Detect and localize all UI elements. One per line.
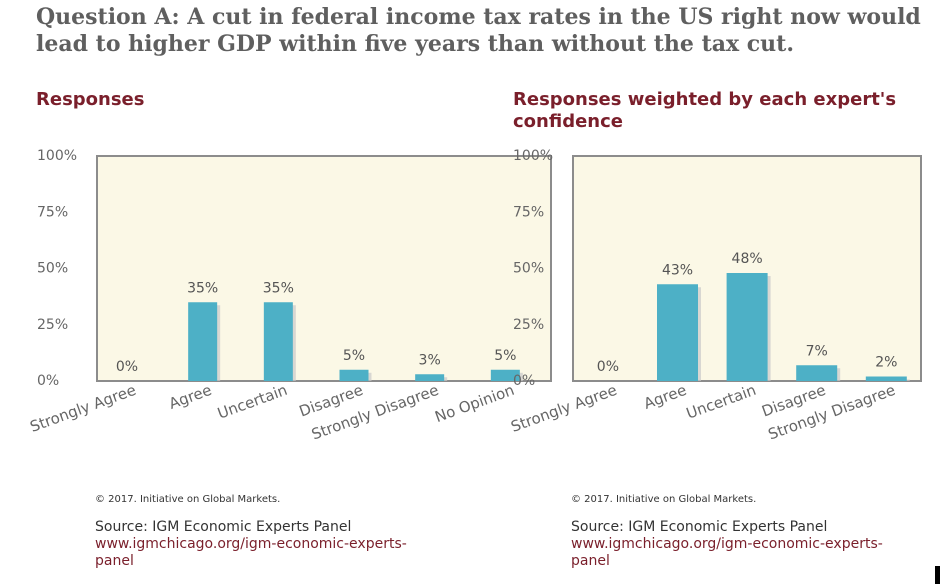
chart-1-plot-area [96,155,552,382]
chart-2-y-tick-label: 100% [513,148,553,164]
chart-1-category-label: Strongly Agree [28,381,139,436]
chart-1-data-label: 0% [116,359,138,375]
chart-1-data-label: 35% [263,280,294,296]
chart-2-data-label: 7% [806,343,828,359]
chart-1-data-label: 5% [343,348,365,364]
chart-1-data-label: 5% [494,348,516,364]
chart-1-data-label: 35% [187,280,218,296]
chart-2-bar [726,273,768,381]
chart-2-title: Responses weighted by each expert's confi… [513,89,896,132]
chart-1-bar [263,302,293,381]
chart-1-y-tick-label: 75% [37,204,68,220]
chart-1-category-label: Strongly Disagree [309,381,441,444]
chart-1-bar [415,374,445,381]
chart-2-y-tick-label: 25% [513,317,544,333]
chart-2-bar [865,376,907,381]
chart-2-bar [657,284,698,381]
chart-2-copyright: © 2017. Initiative on Global Markets. [571,494,757,505]
chart-1-y-tick-label: 0% [37,373,59,389]
chart-2-category-label: Strongly Agree [508,381,619,436]
chart-2-title-line: Responses weighted by each expert's [513,89,896,110]
chart-2-y-tick-label: 50% [513,261,544,277]
chart-2-bar [796,365,838,381]
chart-2-title-line: confidence [513,111,623,132]
chart-2-category-label: Agree [641,381,689,413]
chart-1-category-label: No Opinion [433,381,517,426]
chart-2-source-block: Source: IGM Economic Experts Panel www.i… [571,519,916,570]
chart-1-bar [490,369,520,381]
chart-2-y-tick-label: 75% [513,204,544,220]
chart-1-source-block: Source: IGM Economic Experts Panel www.i… [95,519,440,570]
chart-1-bar [339,369,369,381]
chart-2-y-tick-label: 0% [513,373,535,389]
chart-2-data-label: 43% [662,262,693,278]
chart-1-copyright: © 2017. Initiative on Global Markets. [95,494,281,505]
chart-1-category-label: Agree [166,381,214,413]
chart-1-category-label: Uncertain [215,381,290,423]
chart-1-data-label: 3% [419,352,441,368]
chart-1-source-link[interactable]: www.igmchicago.org/igm-economic-experts-… [95,536,407,569]
chart-2-category-label: Uncertain [684,381,759,423]
chart-2-source: Source: IGM Economic Experts Panel [571,519,828,535]
chart-2-source-link[interactable]: www.igmchicago.org/igm-economic-experts-… [571,536,883,569]
chart-1-y-tick-label: 100% [37,148,77,164]
chart-1-title: Responses [36,89,144,110]
chart-1-y-tick-label: 50% [37,261,68,277]
chart-2-data-label: 2% [875,355,897,371]
edge-mark [935,566,940,584]
chart-2-data-label: 0% [597,359,619,375]
chart-2-data-label: 48% [732,251,763,267]
chart-2: Responses weighted by each expert's confi… [508,89,922,444]
question-title: Question A: A cut in federal income tax … [36,4,921,57]
chart-1-title-line: Responses [36,89,144,110]
chart-1-source: Source: IGM Economic Experts Panel [95,519,352,535]
chart-1-bar [188,302,218,381]
chart-1-y-tick-label: 25% [37,317,68,333]
